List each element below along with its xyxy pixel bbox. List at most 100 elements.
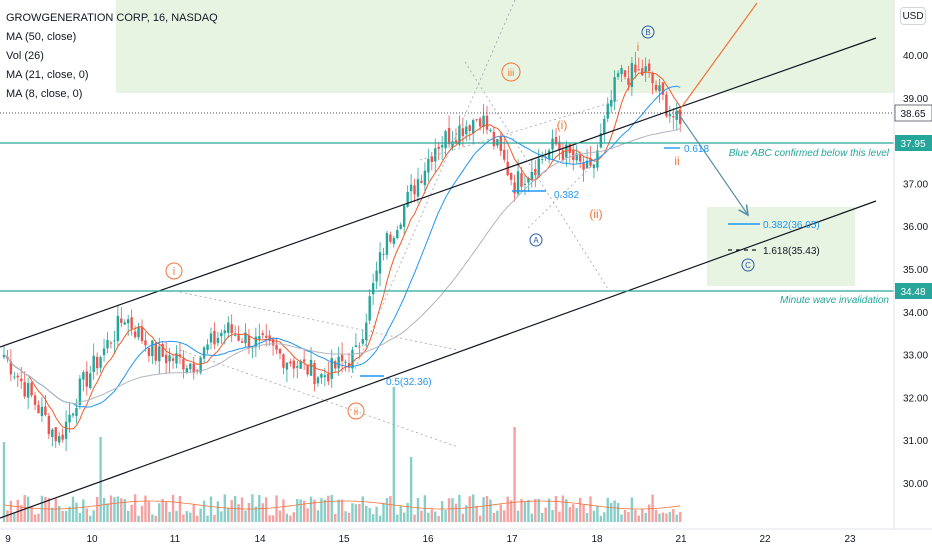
candle-body [623, 70, 627, 77]
projection-down-arrow[interactable] [679, 115, 748, 215]
candle-body [358, 346, 361, 348]
fib-guide-5 [527, 147, 611, 229]
candle-body [616, 73, 620, 77]
y-tick-label: 37.00 [903, 179, 928, 190]
candle-body [409, 184, 413, 192]
candle-body [206, 344, 209, 351]
fib-label-0-382: 0.382 [554, 190, 579, 201]
wave-i-circle [165, 262, 183, 280]
legend-symbol[interactable]: GROWGENERATION CORP, 16, NASDAQ [6, 12, 218, 24]
candle-body [237, 335, 240, 341]
candle-body [603, 118, 606, 135]
x-tick-label: 10 [86, 534, 98, 545]
volume-bar [637, 515, 640, 522]
y-tick-label: 32.00 [903, 393, 928, 404]
candle-body [13, 376, 16, 378]
volume-bar [368, 507, 371, 522]
volume-bar [654, 509, 658, 522]
candle-body [140, 326, 144, 341]
volume-bar [351, 503, 354, 522]
candle-body [85, 371, 88, 387]
volume-bar [168, 511, 171, 522]
volume-bar [323, 499, 327, 522]
wave-iii-label: iii [508, 68, 515, 79]
candle-body [427, 158, 430, 173]
candle-body [665, 94, 668, 117]
candle-body [58, 436, 61, 443]
candle-body [71, 413, 75, 416]
volume-bar [327, 495, 330, 522]
legend-ma50[interactable]: MA (50, close) [6, 31, 77, 43]
legend-ma21[interactable]: MA (21, close, 0) [6, 69, 89, 81]
volume-bar [127, 510, 130, 522]
candle-body [185, 368, 189, 373]
channel-upper-line[interactable] [0, 37, 877, 348]
candle-body [585, 160, 589, 169]
candle-body [189, 363, 192, 370]
volume-bar [71, 496, 75, 522]
volume-bar [164, 502, 168, 522]
candle-body [37, 404, 40, 414]
volume-bar [37, 513, 40, 522]
volume-bar [478, 515, 482, 522]
x-tick-label: 23 [844, 534, 856, 545]
candle-body [209, 333, 213, 343]
candle-body [520, 173, 523, 187]
volume-bar [275, 495, 278, 522]
candle-body [282, 354, 285, 368]
volume-bar [409, 457, 413, 522]
volume-bar [385, 498, 389, 522]
candle-body [127, 319, 130, 324]
candle-body [327, 374, 330, 382]
y-tick-label: 31.00 [903, 436, 928, 447]
candle-body [113, 340, 116, 342]
candle-body [620, 68, 623, 75]
candle-body [247, 335, 251, 349]
legend-volume[interactable]: Vol (26) [6, 50, 44, 62]
candle-body [285, 362, 289, 370]
volume-bar [644, 512, 647, 522]
candle-body [420, 180, 423, 183]
volume-bar [123, 499, 126, 522]
volume-bar [610, 502, 613, 522]
candle-body [534, 168, 537, 176]
candle-body [278, 348, 282, 354]
candle-body [630, 63, 634, 87]
legend-ma8[interactable]: MA (8, close, 0) [6, 88, 83, 100]
volume-bar [440, 501, 444, 522]
target-zone-lower [707, 207, 855, 286]
candle-body [261, 333, 264, 336]
projection-up-line[interactable] [677, 2, 758, 113]
volume-bar [516, 510, 520, 522]
candle-body [240, 341, 244, 343]
volume-bar [558, 511, 561, 522]
candle-body [437, 146, 440, 149]
currency-button[interactable]: USD [900, 7, 926, 25]
volume-bar [140, 505, 144, 522]
candle-body [64, 421, 68, 439]
wave-small-ii-label: ii [674, 154, 679, 168]
candle-body [516, 171, 520, 194]
volume-bar [575, 507, 578, 522]
volume-bar [206, 515, 209, 522]
chart-legend: GROWGENERATION CORP, 16, NASDAQ MA (50, … [6, 9, 218, 104]
candle-body [23, 381, 26, 397]
candle-body [54, 427, 57, 442]
channel-lower-line[interactable] [0, 200, 877, 519]
candle-body [575, 153, 578, 161]
volume-bar [382, 503, 385, 522]
volume-bar [427, 512, 430, 522]
candle-body [202, 347, 206, 359]
volume-bar [623, 510, 627, 522]
volume-bar [534, 498, 537, 522]
volume-bar [216, 501, 220, 522]
volume-bar [585, 513, 589, 522]
volume-bar [513, 427, 516, 522]
volume-bar [392, 387, 396, 522]
volume-bar [334, 513, 337, 522]
wave-iii-circle [501, 62, 521, 82]
volume-bar [282, 499, 285, 522]
volume-bar [13, 513, 16, 522]
